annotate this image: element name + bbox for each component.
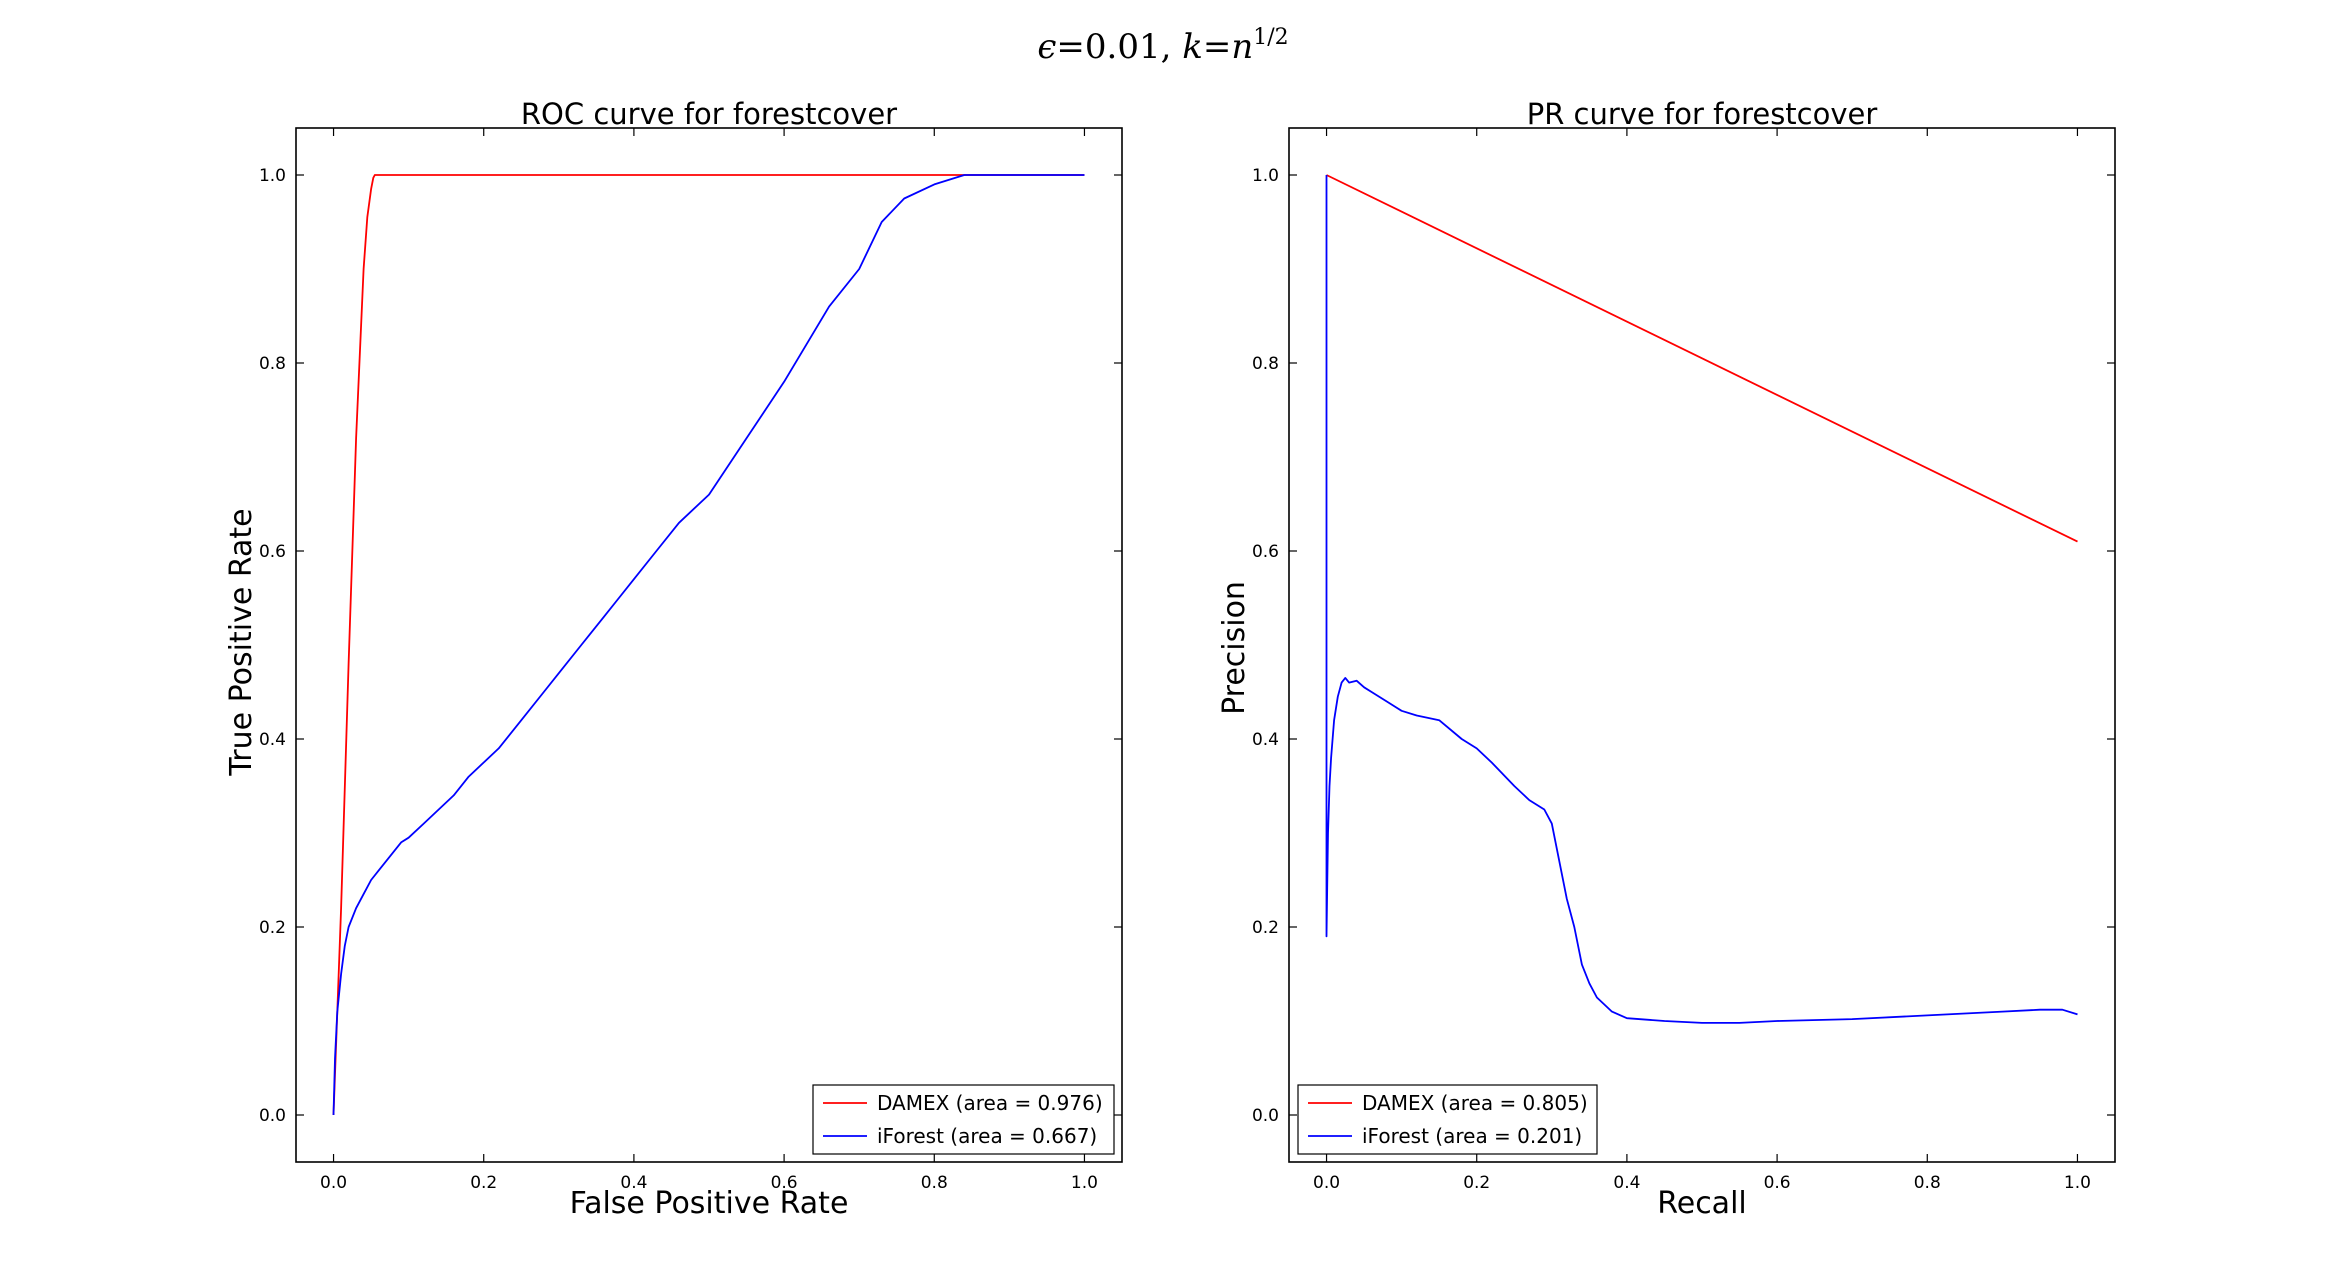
roc-y-tick-label: 0.2 bbox=[259, 918, 286, 938]
pr-axes-frame bbox=[1288, 127, 2116, 1163]
roc-x-tick-label: 0.8 bbox=[921, 1173, 948, 1193]
roc-series-iforest-line bbox=[332, 174, 1085, 1116]
pr-x-tick-label: 0.4 bbox=[1613, 1173, 1640, 1193]
pr-x-tick-label: 0.8 bbox=[1914, 1173, 1941, 1193]
roc-y-ticks: 0.0 0.2 0.4 0.6 0.8 1.0 bbox=[259, 166, 1122, 1126]
roc-x-ticks: 0.0 0.2 0.4 0.6 0.8 1.0 bbox=[320, 128, 1098, 1193]
roc-x-axis-label: False Positive Rate bbox=[570, 1186, 849, 1221]
pr-y-tick-label: 0.0 bbox=[1252, 1106, 1279, 1126]
roc-legend-entry: iForest (area = 0.667) bbox=[877, 1124, 1097, 1148]
pr-legend-box bbox=[1297, 1084, 1598, 1155]
pr-y-tick-label: 1.0 bbox=[1252, 166, 1279, 186]
roc-y-tick-label: 1.0 bbox=[259, 166, 286, 186]
pr-chart-title: PR curve for forestcover bbox=[1527, 97, 1878, 131]
roc-y-tick-label: 0.0 bbox=[259, 1106, 286, 1126]
pr-legend-entry: DAMEX (area = 0.805) bbox=[1362, 1091, 1588, 1115]
pr-y-ticks: 0.0 0.2 0.4 0.6 0.8 1.0 bbox=[1252, 166, 2115, 1126]
roc-x-tick-label: 1.0 bbox=[1071, 1173, 1098, 1193]
roc-x-tick-label: 0.6 bbox=[771, 1173, 798, 1193]
pr-legend: DAMEX (area = 0.805) iForest (area = 0.20… bbox=[1297, 1084, 1598, 1155]
roc-y-axis-label: True Positive Rate bbox=[224, 508, 259, 776]
pr-curves bbox=[1325, 174, 2078, 1024]
pr-y-tick-label: 0.6 bbox=[1252, 542, 1279, 562]
roc-chart-title: ROC curve for forestcover bbox=[521, 97, 897, 131]
pr-y-axis-label: Precision bbox=[1217, 581, 1252, 715]
roc-panel: ROC curve for forestcover 0.0 0.2 0.4 0.6 0.… bbox=[224, 97, 1123, 1221]
pr-x-ticks: 0.0 0.2 0.4 0.6 0.8 1.0 bbox=[1313, 128, 2091, 1193]
roc-curves bbox=[332, 174, 1085, 1116]
roc-y-tick-label: 0.4 bbox=[259, 730, 286, 750]
pr-x-tick-label: 0.2 bbox=[1463, 1173, 1490, 1193]
roc-legend-box bbox=[812, 1084, 1115, 1155]
roc-axes-frame bbox=[295, 127, 1123, 1163]
pr-legend-entry: iForest (area = 0.201) bbox=[1362, 1124, 1582, 1148]
pr-series-damex-line bbox=[1326, 174, 2078, 543]
roc-legend-entry: DAMEX (area = 0.976) bbox=[877, 1091, 1103, 1115]
pr-y-tick-label: 0.8 bbox=[1252, 354, 1279, 374]
pr-series-iforest-line bbox=[1325, 175, 2078, 1024]
pr-y-tick-label: 0.2 bbox=[1252, 918, 1279, 938]
roc-x-tick-label: 0.4 bbox=[620, 1173, 647, 1193]
pr-panel: PR curve for forestcover 0.0 0.2 0.4 0.6 0.8… bbox=[1217, 97, 2116, 1221]
roc-y-tick-label: 0.8 bbox=[259, 354, 286, 374]
roc-y-tick-label: 0.6 bbox=[259, 542, 286, 562]
pr-x-axis-label: Recall bbox=[1657, 1186, 1747, 1221]
pr-x-tick-label: 0.0 bbox=[1313, 1173, 1340, 1193]
roc-x-tick-label: 0.2 bbox=[470, 1173, 497, 1193]
figure-suptitle: ϵ=0.01, k=n1/2 bbox=[1037, 25, 1288, 67]
roc-series-damex-line bbox=[332, 174, 1085, 1116]
roc-x-tick-label: 0.0 bbox=[320, 1173, 347, 1193]
pr-x-tick-label: 1.0 bbox=[2064, 1173, 2091, 1193]
pr-y-tick-label: 0.4 bbox=[1252, 730, 1279, 750]
roc-legend: DAMEX (area = 0.976) iForest (area = 0.66… bbox=[812, 1084, 1115, 1155]
pr-x-tick-label: 0.6 bbox=[1764, 1173, 1791, 1193]
